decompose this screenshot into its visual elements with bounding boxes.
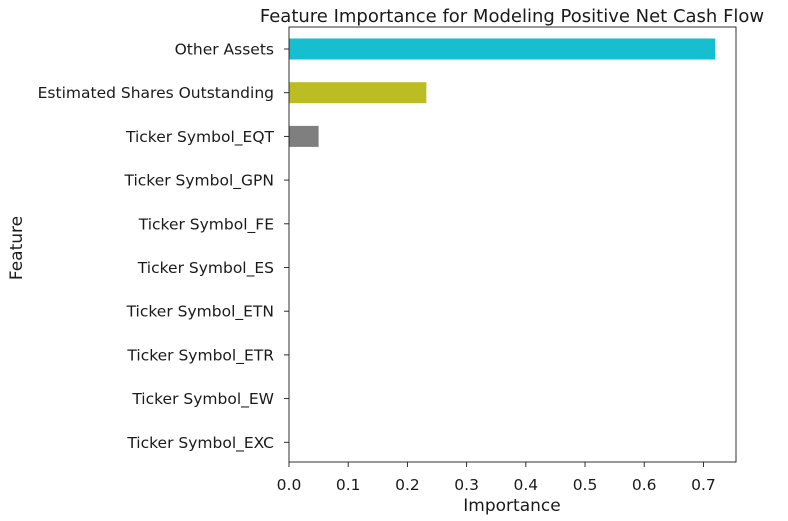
- y-tick-label: Ticker Symbol_ETR: [126, 346, 274, 365]
- chart-title: Feature Importance for Modeling Positive…: [260, 6, 764, 27]
- x-tick-label: 0.0: [277, 476, 302, 494]
- x-axis-ticks: 0.0 0.1 0.2 0.3 0.4 0.5 0.6 0.7: [277, 462, 716, 494]
- y-tick-label: Ticker Symbol_EQT: [125, 128, 275, 147]
- y-tick-label: Ticker Symbol_ES: [137, 259, 274, 278]
- y-axis-label: Feature: [7, 216, 27, 280]
- x-axis-label: Importance: [463, 496, 560, 516]
- bars-group: [289, 38, 716, 147]
- x-tick-label: 0.1: [336, 476, 361, 494]
- x-tick-label: 0.4: [513, 476, 538, 494]
- y-tick-label: Ticker Symbol_GPN: [123, 172, 274, 191]
- bar-2: [289, 125, 319, 147]
- x-tick-label: 0.5: [573, 476, 598, 494]
- bar-0: [289, 38, 716, 60]
- y-tick-label: Estimated Shares Outstanding: [38, 84, 274, 102]
- y-tick-label: Ticker Symbol_ETN: [126, 303, 274, 322]
- x-tick-label: 0.7: [691, 476, 716, 494]
- y-tick-label: Other Assets: [175, 41, 274, 59]
- y-tick-label: Ticker Symbol_EXC: [126, 434, 274, 453]
- x-tick-label: 0.6: [632, 476, 657, 494]
- y-axis-ticks: Other Assets Estimated Shares Outstanding…: [38, 41, 289, 453]
- y-tick-label: Ticker Symbol_EW: [131, 390, 274, 409]
- y-tick-label: Ticker Symbol_FE: [138, 215, 274, 234]
- x-tick-label: 0.3: [454, 476, 479, 494]
- bar-1: [289, 82, 427, 104]
- x-tick-label: 0.2: [395, 476, 420, 494]
- plot-frame: [288, 26, 737, 463]
